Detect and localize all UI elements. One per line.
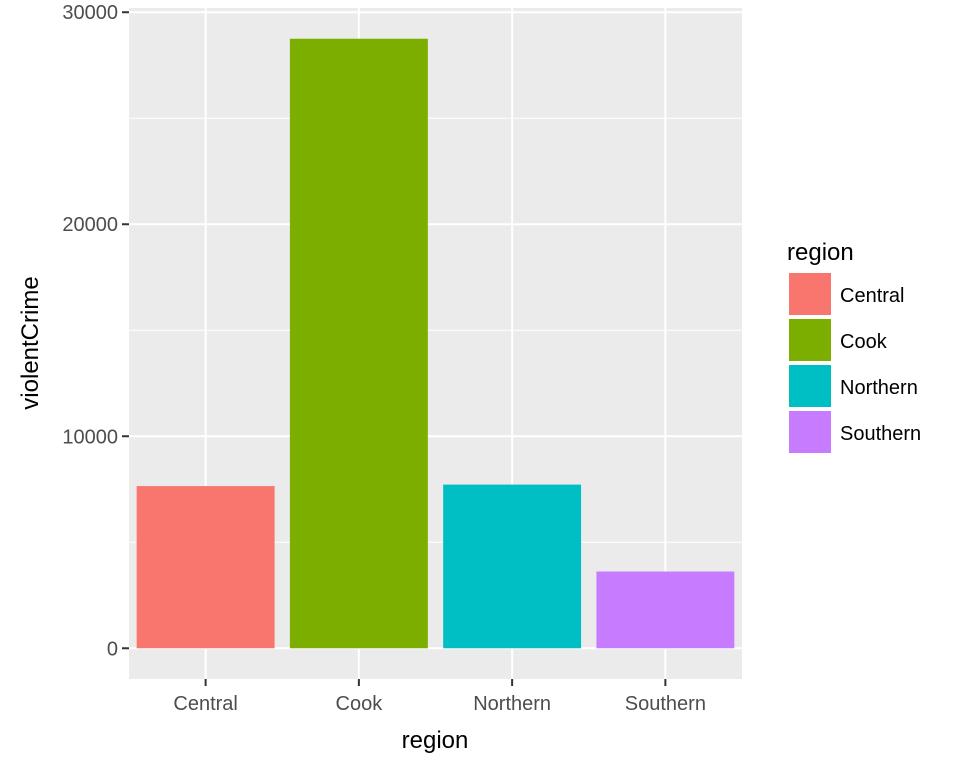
legend-label: Northern xyxy=(840,377,918,399)
bar-cook xyxy=(289,38,428,649)
y-axis-title: violentCrime xyxy=(17,276,44,409)
legend-title: region xyxy=(787,239,854,266)
y-tick-label: 0 xyxy=(107,638,118,660)
y-tick-label: 30000 xyxy=(62,2,118,24)
bar-southern xyxy=(596,571,735,649)
legend-label: Cook xyxy=(840,331,888,353)
x-tick-label: Northern xyxy=(473,693,551,715)
x-tick-label: Central xyxy=(173,693,237,715)
legend-label: Central xyxy=(840,285,904,307)
bar-central xyxy=(136,486,275,649)
y-tick-label: 20000 xyxy=(62,214,118,236)
legend-label: Southern xyxy=(840,423,921,445)
y-tick-label: 10000 xyxy=(62,426,118,448)
x-tick-label: Cook xyxy=(336,693,384,715)
x-axis: Central Cook Northern Southern xyxy=(173,679,706,715)
y-axis: 0 10000 20000 30000 xyxy=(62,2,129,660)
legend-swatch-northern xyxy=(789,365,831,407)
legend-swatch-southern xyxy=(789,411,831,453)
bar-northern xyxy=(443,484,582,649)
legend-swatch-central xyxy=(789,273,831,315)
legend-swatch-cook xyxy=(789,319,831,361)
bars xyxy=(136,38,735,649)
x-axis-title: region xyxy=(402,727,469,754)
x-tick-label: Southern xyxy=(625,693,706,715)
legend: region Central Cook Northern Southern xyxy=(787,239,921,453)
